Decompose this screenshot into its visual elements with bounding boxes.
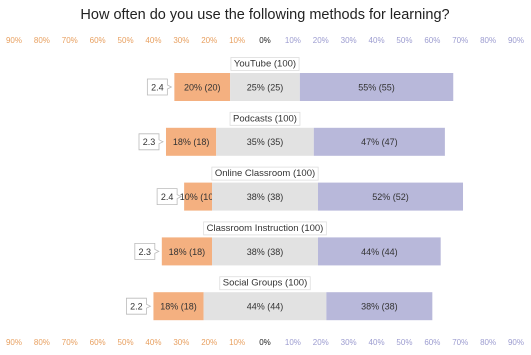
value-label: 10% (10) xyxy=(180,192,217,202)
x-tick-label: 60% xyxy=(424,36,440,45)
x-tick-label: 30% xyxy=(173,338,189,347)
bar-segment xyxy=(161,237,213,266)
x-tick-label: 40% xyxy=(145,338,161,347)
bar-segment xyxy=(313,127,445,156)
score-box xyxy=(138,133,164,151)
x-tick-label: 60% xyxy=(90,338,106,347)
x-tick-label: 10% xyxy=(229,36,245,45)
bar-segment xyxy=(230,73,300,101)
category-box xyxy=(229,111,301,126)
bar-segment xyxy=(299,73,454,101)
chart-title: How often do you use the following metho… xyxy=(80,7,449,23)
category-box xyxy=(219,276,311,291)
bar-segment xyxy=(317,182,464,211)
value-label: 18% (18) xyxy=(173,137,210,147)
value-label: 44% (44) xyxy=(247,302,284,312)
category-box xyxy=(203,221,327,236)
value-label: 18% (18) xyxy=(169,247,206,257)
value-label: 44% (44) xyxy=(361,247,398,257)
x-tick-label: 0% xyxy=(259,36,271,45)
value-label: 55% (55) xyxy=(358,82,395,92)
category-label: YouTube (100) xyxy=(234,59,296,70)
bar-segment xyxy=(153,292,204,321)
value-label: 38% (38) xyxy=(247,247,284,257)
value-label: 35% (35) xyxy=(247,137,284,147)
bar-segment xyxy=(212,237,318,266)
value-label: 25% (25) xyxy=(247,82,284,92)
score: 2.4 xyxy=(161,192,174,202)
score: 2.3 xyxy=(143,137,156,147)
x-tick-label: 40% xyxy=(145,36,161,45)
x-tick-label: 70% xyxy=(62,338,78,347)
bar-segment xyxy=(216,127,314,156)
value-label: 38% (38) xyxy=(247,192,284,202)
x-tick-label: 20% xyxy=(313,36,329,45)
x-tick-label: 40% xyxy=(369,36,385,45)
category-box xyxy=(211,166,319,181)
bar-segment xyxy=(317,237,441,266)
x-tick-label: 90% xyxy=(6,36,22,45)
category-box xyxy=(230,57,300,71)
bar-segment xyxy=(212,182,318,211)
x-tick-label: 10% xyxy=(285,36,301,45)
x-tick-label: 90% xyxy=(508,36,524,45)
x-tick-label: 60% xyxy=(90,36,106,45)
score-box xyxy=(146,78,173,96)
x-tick-label: 70% xyxy=(452,36,468,45)
score: 2.2 xyxy=(130,302,143,312)
x-tick-label: 20% xyxy=(201,36,217,45)
x-tick-label: 90% xyxy=(508,338,524,347)
x-tick-label: 50% xyxy=(118,338,134,347)
bar-segment xyxy=(203,292,327,321)
category-label: Podcasts (100) xyxy=(233,113,297,124)
x-tick-label: 10% xyxy=(229,338,245,347)
x-tick-label: 70% xyxy=(62,36,78,45)
x-tick-label: 70% xyxy=(452,338,468,347)
x-tick-label: 30% xyxy=(173,36,189,45)
x-tick-label: 50% xyxy=(396,338,412,347)
x-tick-label: 80% xyxy=(34,36,50,45)
value-label: 47% (47) xyxy=(361,137,398,147)
x-tick-label: 90% xyxy=(6,338,22,347)
value-label: 38% (38) xyxy=(361,302,398,312)
x-tick-label: 80% xyxy=(34,338,50,347)
score: 2.3 xyxy=(139,247,152,257)
bar-segment xyxy=(326,292,433,321)
x-tick-label: 10% xyxy=(285,338,301,347)
bar-segment xyxy=(165,127,217,156)
x-tick-label: 60% xyxy=(424,338,440,347)
x-tick-label: 80% xyxy=(480,338,496,347)
value-label: 20% (20) xyxy=(184,82,221,92)
score-box xyxy=(126,297,152,315)
x-tick-label: 0% xyxy=(259,338,271,347)
x-tick-label: 30% xyxy=(341,338,357,347)
score-box xyxy=(156,188,183,205)
x-tick-label: 50% xyxy=(396,36,412,45)
score: 2.4 xyxy=(151,82,164,92)
x-tick-label: 20% xyxy=(201,338,217,347)
x-tick-label: 30% xyxy=(341,36,357,45)
bar-segment xyxy=(184,182,213,211)
x-tick-label: 40% xyxy=(369,338,385,347)
category-label: Classroom Instruction (100) xyxy=(207,223,324,234)
score-box xyxy=(134,243,160,260)
category-label: Social Groups (100) xyxy=(223,278,307,289)
category-label: Online Classroom (100) xyxy=(215,168,315,179)
x-tick-label: 50% xyxy=(118,36,134,45)
bar-segment xyxy=(174,73,231,101)
value-label: 52% (52) xyxy=(372,192,409,202)
value-label: 18% (18) xyxy=(160,302,197,312)
x-tick-label: 20% xyxy=(313,338,329,347)
x-tick-label: 80% xyxy=(480,36,496,45)
